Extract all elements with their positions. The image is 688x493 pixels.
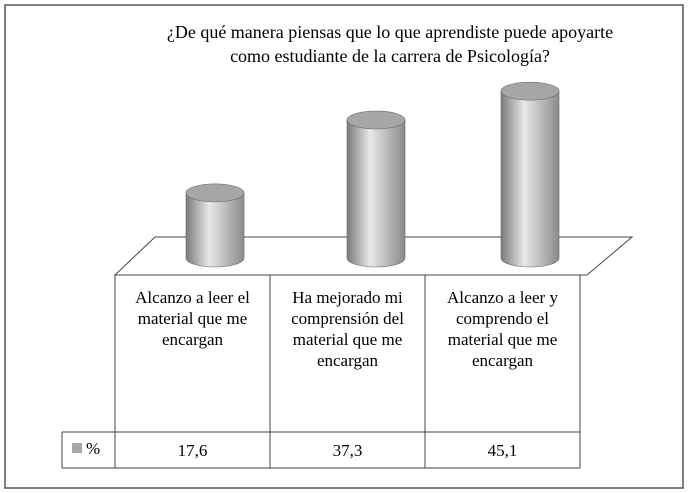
floor xyxy=(113,236,634,276)
bar-top xyxy=(185,183,245,203)
data-label: 37,3 xyxy=(332,441,363,460)
bar xyxy=(346,119,406,268)
legend-label: % xyxy=(86,439,101,458)
bar-top xyxy=(346,110,406,130)
x-tick-label: Alcanzo a leer y comprendo el material q… xyxy=(447,288,558,370)
legend-swatch xyxy=(72,443,82,453)
bar xyxy=(185,192,245,268)
data-label: 45,1 xyxy=(487,441,518,460)
bar xyxy=(500,90,560,268)
data-table xyxy=(61,275,581,469)
x-tick-label: Ha mejorado mi comprensión del material … xyxy=(291,288,404,370)
chart-title: ¿De qué manera piensas que lo que aprend… xyxy=(166,22,614,66)
x-tick-label: Alcanzo a leer el material que me encarg… xyxy=(135,288,250,349)
frame xyxy=(4,4,684,489)
data-label: 17,6 xyxy=(177,441,208,460)
bar-top xyxy=(500,81,560,101)
